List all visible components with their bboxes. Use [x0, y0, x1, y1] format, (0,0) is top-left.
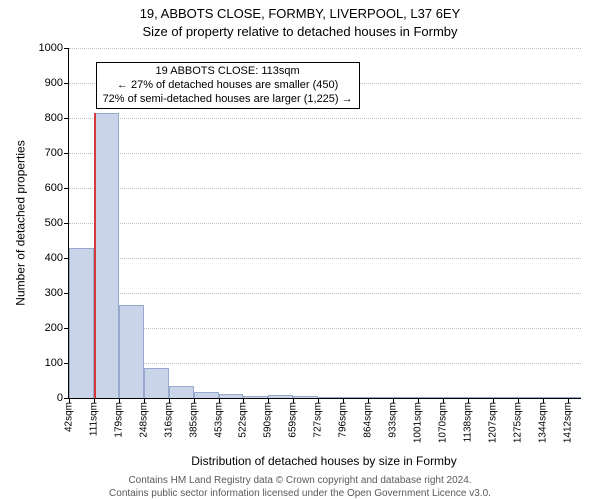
histogram-bar [243, 396, 268, 398]
x-tick-label: 933sqm [388, 402, 399, 438]
x-tick-label: 1275sqm [512, 402, 523, 443]
x-tick-label: 316sqm [163, 402, 174, 438]
y-tick [64, 48, 69, 49]
y-tick-label: 1000 [39, 42, 63, 54]
gridline [69, 118, 581, 119]
y-tick-label: 800 [45, 112, 63, 124]
y-tick-label: 900 [45, 77, 63, 89]
histogram-bar [418, 397, 443, 398]
histogram-bar [568, 397, 581, 398]
x-tick-label: 111sqm [88, 402, 99, 436]
x-tick-label: 1207sqm [487, 402, 498, 443]
histogram-bar [468, 397, 493, 398]
histogram-bar [343, 397, 368, 398]
histogram-bar [543, 397, 568, 398]
histogram-bar [69, 248, 94, 399]
y-axis-title: Number of detached properties [14, 48, 28, 398]
footer-line1: Contains HM Land Registry data © Crown c… [0, 474, 600, 487]
chart-footer: Contains HM Land Registry data © Crown c… [0, 474, 600, 500]
histogram-bar [393, 397, 418, 398]
y-tick [64, 188, 69, 189]
histogram-bar [94, 113, 119, 398]
annotation-line: 19 ABBOTS CLOSE: 113sqm [103, 65, 353, 79]
gridline [69, 328, 581, 329]
gridline [69, 363, 581, 364]
y-tick-label: 0 [57, 392, 63, 404]
x-tick-label: 727sqm [313, 402, 324, 438]
x-tick-label: 590sqm [263, 402, 274, 438]
y-tick [64, 83, 69, 84]
x-tick-label: 864sqm [363, 402, 374, 438]
chart-title-line2: Size of property relative to detached ho… [0, 24, 600, 39]
x-tick-label: 796sqm [338, 402, 349, 438]
x-tick-label: 1001sqm [412, 402, 423, 443]
x-tick-label: 522sqm [238, 402, 249, 438]
x-tick-label: 659sqm [288, 402, 299, 438]
x-tick-label: 1412sqm [562, 402, 573, 443]
x-tick-label: 453sqm [213, 402, 224, 438]
footer-line2: Contains public sector information licen… [0, 487, 600, 500]
y-tick-label: 300 [45, 287, 63, 299]
y-tick-label: 500 [45, 217, 63, 229]
gridline [69, 223, 581, 224]
x-tick-label: 1344sqm [537, 402, 548, 443]
histogram-bar [518, 397, 543, 398]
property-marker-line [94, 113, 96, 398]
histogram-bar [368, 397, 393, 398]
histogram-bar [169, 386, 194, 398]
histogram-bar [194, 392, 219, 398]
x-tick-label: 248sqm [138, 402, 149, 438]
annotation-line: 72% of semi-detached houses are larger (… [103, 93, 353, 107]
gridline [69, 48, 581, 49]
x-tick-label: 179sqm [113, 402, 124, 438]
y-tick-label: 700 [45, 147, 63, 159]
y-tick-label: 100 [45, 357, 63, 369]
histogram-bar [144, 368, 169, 398]
x-tick-label: 1138sqm [462, 402, 473, 442]
y-tick-label: 400 [45, 252, 63, 264]
chart-container: { "title_line1": "19, ABBOTS CLOSE, FORM… [0, 0, 600, 500]
y-tick-label: 200 [45, 322, 63, 334]
histogram-bar [493, 397, 518, 398]
annotation-box: 19 ABBOTS CLOSE: 113sqm← 27% of detached… [96, 62, 360, 109]
gridline [69, 258, 581, 259]
x-tick-label: 42sqm [64, 402, 75, 432]
plot-area: 0100200300400500600700800900100019 ABBOT… [68, 48, 581, 399]
x-axis-title: Distribution of detached houses by size … [68, 454, 580, 468]
y-tick [64, 223, 69, 224]
histogram-bar [318, 397, 343, 398]
histogram-bar [119, 305, 144, 398]
gridline [69, 188, 581, 189]
gridline [69, 293, 581, 294]
histogram-bar [443, 397, 468, 398]
y-tick [64, 118, 69, 119]
gridline [69, 153, 581, 154]
histogram-bar [268, 395, 293, 399]
x-tick-label: 385sqm [188, 402, 199, 438]
annotation-line: ← 27% of detached houses are smaller (45… [103, 79, 353, 93]
histogram-bar [293, 396, 318, 398]
histogram-bar [219, 394, 244, 398]
y-tick [64, 153, 69, 154]
x-tick-label: 1070sqm [437, 402, 448, 443]
chart-title-line1: 19, ABBOTS CLOSE, FORMBY, LIVERPOOL, L37… [0, 6, 600, 21]
y-tick-label: 600 [45, 182, 63, 194]
